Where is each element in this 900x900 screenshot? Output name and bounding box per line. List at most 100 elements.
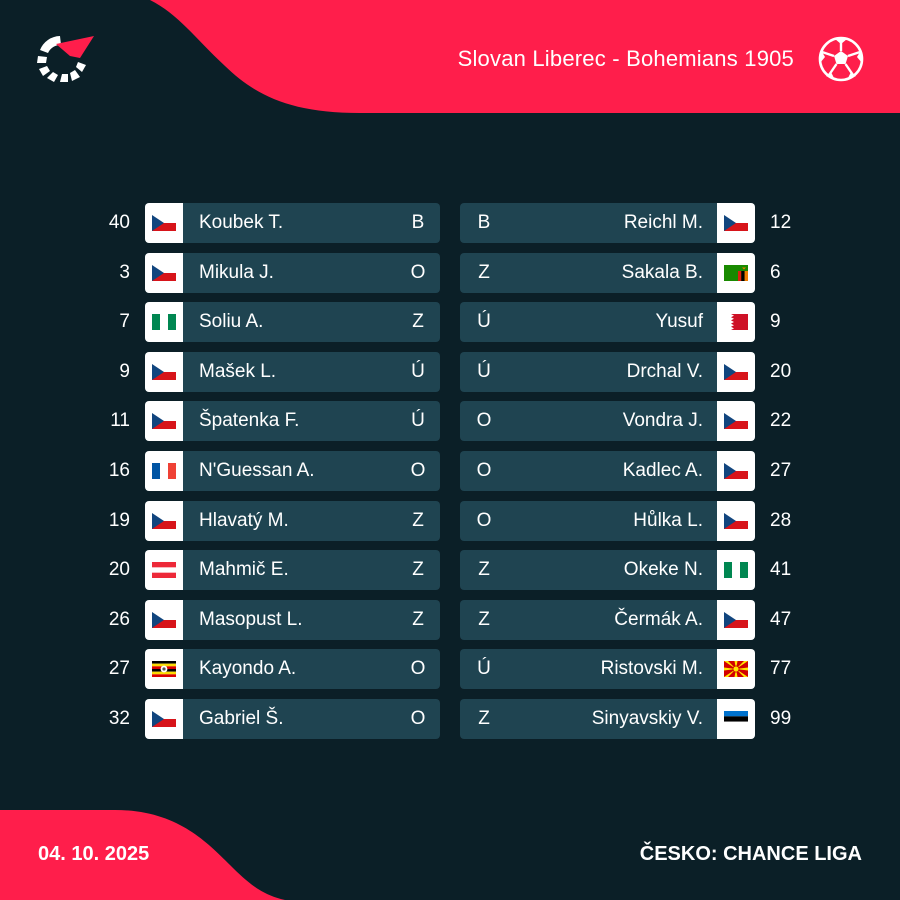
czech-flag-icon [145,351,183,392]
away-player-row: 41 Okeke N. Z [460,550,804,591]
austria-flag-icon [145,550,183,591]
player-position: Z [478,708,490,729]
away-player-row: 6 Sakala B. Z [460,252,804,293]
player-name: Hlavatý M. [199,509,289,531]
away-player-row: 77 Ristovski M. Ú [460,649,804,690]
player-name: N'Guessan A. [199,460,315,481]
shirt-number: 99 [770,708,792,729]
shirt-number: 9 [119,360,130,382]
player-position: O [476,460,492,481]
away-player-row: 12 Reichl M. B [460,203,804,243]
czech-flag-icon [717,203,755,243]
shirt-number: 19 [108,509,130,531]
shirt-number: 27 [108,658,130,680]
player-name: Yusuf [655,311,703,333]
home-player-row: 11 Špatenka F. Ú [96,401,440,442]
shirt-number: 40 [108,212,130,233]
player-card: Kadlec A. O [460,451,755,491]
player-name: Mikula J. [199,261,274,283]
player-card: Mahmič E. Z [145,550,440,591]
czech-flag-icon [717,599,755,640]
player-card: Reichl M. B [460,203,755,243]
home-player-row: 20 Mahmič E. Z [96,550,440,591]
away-player-row: 28 Hůlka L. O [460,500,804,541]
player-card: Gabriel Š. O [145,699,440,739]
player-position: Z [412,559,424,581]
player-name: Čermák A. [614,608,703,630]
shirt-number: 20 [108,559,130,581]
shirt-number: 26 [108,608,130,630]
shirt-number: 22 [770,410,792,432]
home-player-row: 27 Kayondo A. O [96,649,440,690]
shirt-number: 47 [770,608,792,630]
player-name: Hůlka L. [633,509,703,531]
player-card: Vondra J. O [460,401,755,442]
player-name: Kadlec A. [622,460,703,481]
shirt-number: 7 [119,311,130,333]
player-card: Okeke N. Z [460,550,755,591]
player-card: N'Guessan A. O [145,451,440,491]
player-name: Reichl M. [623,212,703,233]
player-position: Z [412,509,424,531]
player-card: Ristovski M. Ú [460,649,755,690]
player-position: O [410,261,426,283]
czech-flag-icon [717,500,755,541]
shirt-number: 9 [770,311,781,333]
league-name: ČESKO: CHANCE LIGA [639,843,862,865]
footer-accent-shape [0,810,285,900]
czech-flag-icon [145,699,183,739]
czech-flag-icon [145,252,183,293]
player-name: Kayondo A. [199,658,297,680]
player-card: Kayondo A. O [145,649,440,690]
player-name: Masopust L. [199,608,303,630]
uganda-flag-icon [145,649,183,690]
home-player-row: 7 Soliu A. Z [96,302,440,343]
player-card: Čermák A. Z [460,599,755,640]
home-player-row: 3 Mikula J. O [96,252,440,293]
player-name: Sinyavskiy V. [591,708,703,729]
czech-flag-icon [145,500,183,541]
player-position: O [476,410,492,432]
player-card: Sakala B. Z [460,252,755,293]
football-icon [818,36,864,82]
player-card: Yusuf Ú [460,302,755,343]
player-card: Mikula J. O [145,252,440,293]
player-card: Sinyavskiy V. Z [460,699,755,739]
player-position: B [411,212,425,233]
player-position: Ú [477,311,491,333]
shirt-number: 20 [770,360,792,382]
czech-flag-icon [717,401,755,442]
shirt-number: 28 [770,509,792,531]
player-position: Ú [477,658,491,680]
player-card: Špatenka F. Ú [145,401,440,442]
player-position: Ú [411,410,425,432]
player-position: O [410,460,426,481]
nigeria-flag-icon [145,302,183,343]
player-name: Soliu A. [199,311,264,333]
player-name: Koubek T. [199,212,284,233]
shirt-number: 77 [770,658,792,680]
match-title: Slovan Liberec - Bohemians 1905 [457,46,794,71]
player-card: Hůlka L. O [460,500,755,541]
player-name: Sakala B. [621,261,703,283]
player-position: Z [478,261,490,283]
match-date: 04. 10. 2025 [38,843,150,865]
shirt-number: 11 [110,410,130,432]
away-player-row: 22 Vondra J. O [460,401,804,442]
shirt-number: 3 [119,261,130,283]
player-position: Z [478,559,490,581]
player-card: Drchal V. Ú [460,351,755,392]
header-accent-shape [150,0,900,113]
nigeria-flag-icon [717,550,755,591]
czech-flag-icon [145,203,183,243]
player-position: O [410,708,426,729]
player-position: Ú [477,360,491,382]
player-name: Špatenka F. [199,410,300,432]
shirt-number: 12 [770,212,792,233]
away-player-row: 27 Kadlec A. O [460,451,804,491]
home-player-row: 26 Masopust L. Z [96,599,440,640]
bahrain-flag-icon [717,302,755,343]
player-position: Z [412,311,424,333]
shirt-number: 27 [770,460,792,481]
flashscore-logo-icon [37,36,94,82]
